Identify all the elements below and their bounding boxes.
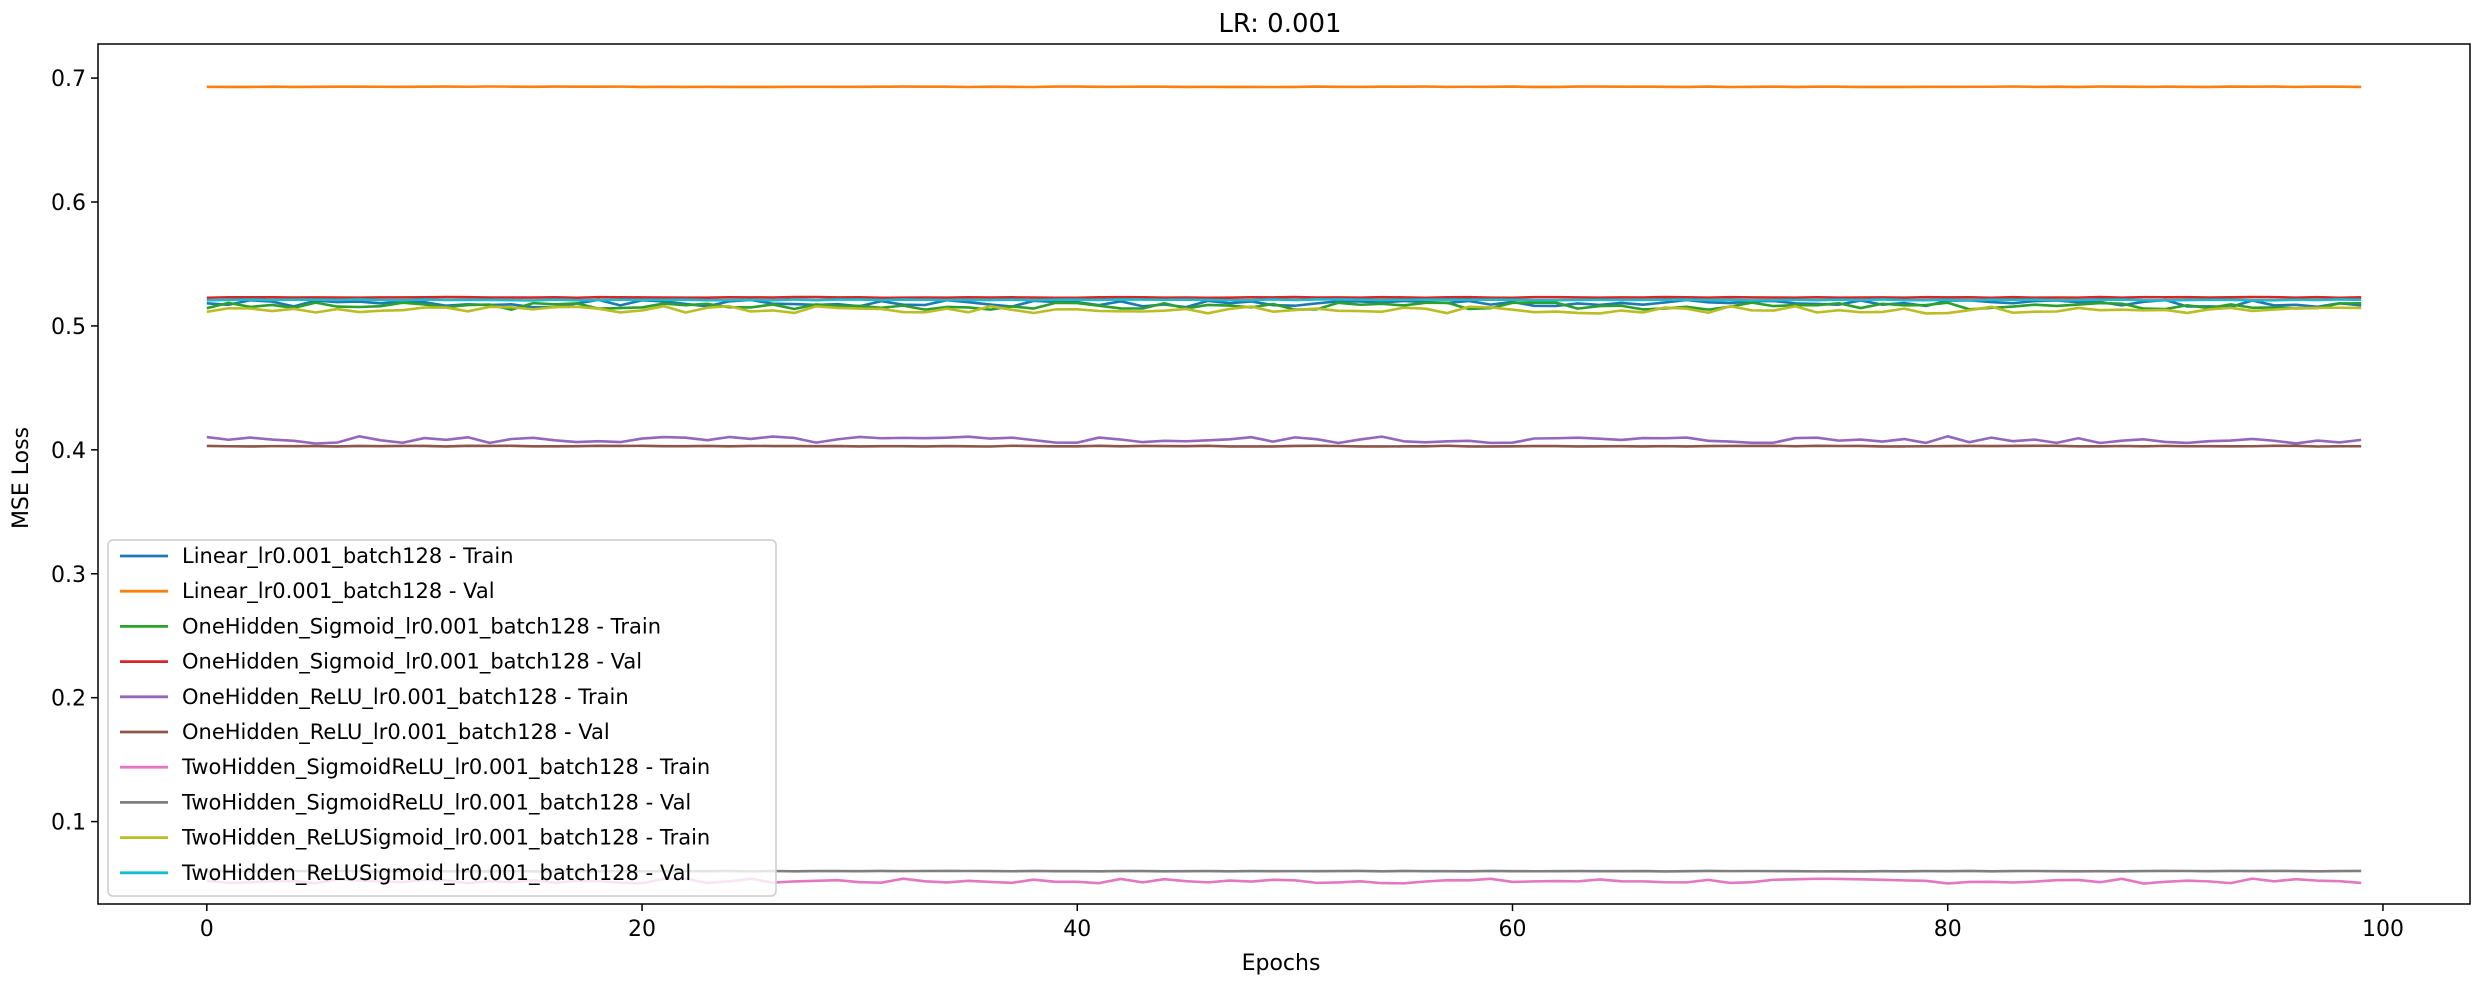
y-tick-label: 0.7 [51,67,86,92]
legend-label: TwoHidden_ReLUSigmoid_lr0.001_batch128 -… [181,861,691,886]
x-axis-ticks: 0 20 40 60 80 100 [200,904,2404,942]
legend-label: OneHidden_Sigmoid_lr0.001_batch128 - Tra… [182,614,661,639]
legend-entries: Linear_lr0.001_batch128 - Train Linear_lr… [120,544,710,886]
legend-label: Linear_lr0.001_batch128 - Train [182,544,514,569]
x-tick-label: 100 [2362,917,2404,942]
legend-label: TwoHidden_ReLUSigmoid_lr0.001_batch128 -… [181,826,710,851]
series-line-2 [206,85,2362,89]
legend-label: OneHidden_Sigmoid_lr0.001_batch128 - Val [182,650,642,675]
x-tick-label: 60 [1498,917,1526,942]
series-line-10 [206,298,2362,302]
series-line-4 [206,295,2362,300]
legend: Linear_lr0.001_batch128 - Train Linear_lr… [107,539,777,897]
plot-frame [97,43,2471,905]
series-line-6 [206,444,2362,448]
y-tick-label: 0.4 [51,439,86,464]
y-tick-label: 0.1 [51,811,86,836]
y-tick-label: 0.5 [51,315,86,340]
legend-label: OneHidden_ReLU_lr0.001_batch128 - Train [182,685,629,710]
series-line-9 [206,304,2362,315]
legend-label: TwoHidden_SigmoidReLU_lr0.001_batch128 -… [181,790,691,815]
series-line-3 [206,301,2362,311]
chart-title: LR: 0.001 [1218,9,1341,39]
legend-label: Linear_lr0.001_batch128 - Val [182,579,495,604]
legend-label: OneHidden_ReLU_lr0.001_batch128 - Val [182,720,610,745]
y-tick-label: 0.3 [51,563,86,588]
legend-box [107,539,777,897]
x-axis-label: Epochs [1242,951,1321,976]
x-tick-label: 80 [1934,917,1962,942]
y-axis-label: MSE Loss [9,427,34,529]
x-tick-label: 20 [628,917,656,942]
x-tick-label: 0 [200,917,214,942]
legend-label: TwoHidden_SigmoidReLU_lr0.001_batch128 -… [181,755,710,780]
y-tick-label: 0.2 [51,687,86,712]
y-tick-label: 0.6 [51,191,86,216]
series-line-5 [206,435,2362,445]
series-line-1 [206,298,2362,309]
x-tick-label: 40 [1063,917,1091,942]
y-axis-ticks: 0.1 0.2 0.3 0.4 0.5 0.6 0.7 [51,67,98,836]
